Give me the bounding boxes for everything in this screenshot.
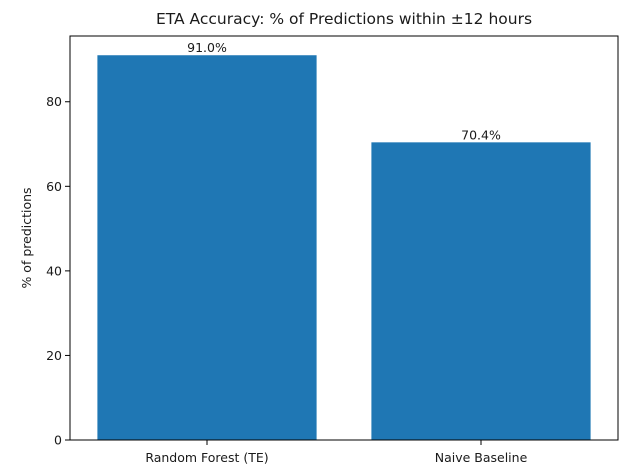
y-tick-label: 0 — [54, 433, 62, 448]
x-tick-label: Random Forest (TE) — [145, 450, 268, 465]
plot-area: 0 20 40 60 80 91.0% Random Forest (TE) 70.4% Nai… — [46, 40, 591, 465]
y-tick-label: 40 — [46, 263, 62, 278]
bar[interactable] — [371, 142, 591, 440]
x-tick-label: Naive Baseline — [435, 450, 528, 465]
y-tick-label: 60 — [46, 179, 62, 194]
bar-data-label: 70.4% — [461, 127, 501, 142]
bar-data-label: 91.0% — [187, 40, 227, 55]
y-tick-label: 20 — [46, 348, 62, 363]
plot-frame — [69, 35, 619, 441]
bar[interactable] — [97, 55, 317, 440]
y-axis-label: % of predictions — [19, 187, 34, 288]
y-tick-label: 80 — [46, 94, 62, 109]
chart-title: ETA Accuracy: % of Predictions within ±1… — [156, 10, 532, 28]
